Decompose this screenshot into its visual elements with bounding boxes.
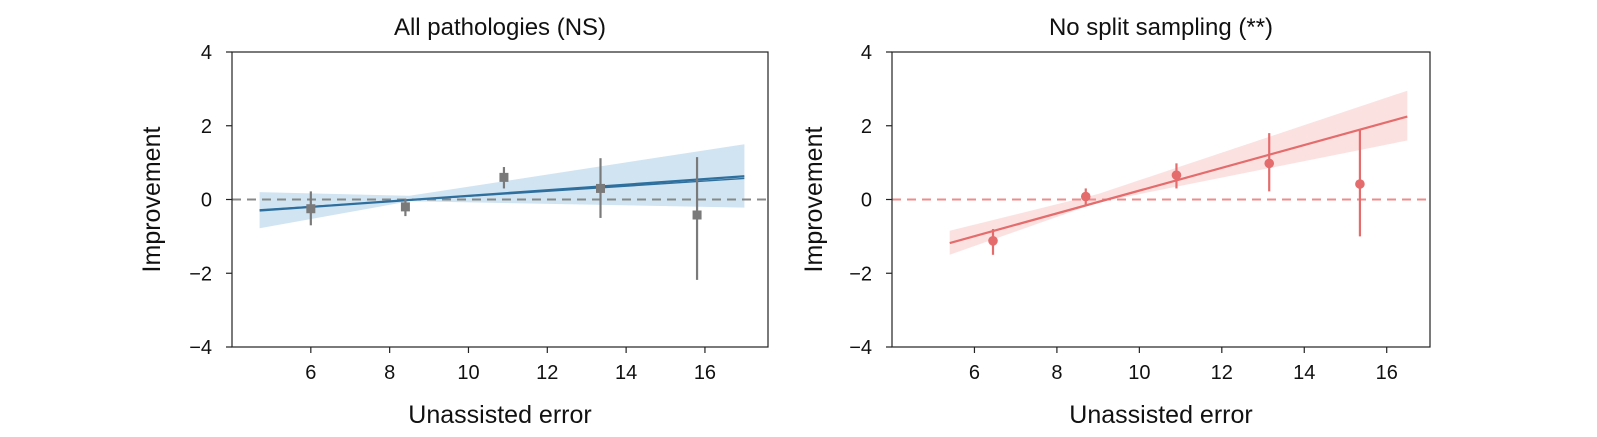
y-axis-label: Improvement xyxy=(800,127,828,273)
y-tick-label: 2 xyxy=(201,116,212,138)
data-point xyxy=(306,204,316,214)
chart-title: No split sampling (**) xyxy=(1049,14,1273,41)
chart-title: All pathologies (NS) xyxy=(394,14,606,41)
y-tick-label: −2 xyxy=(189,263,212,285)
data-point xyxy=(499,172,509,182)
data-point xyxy=(400,202,410,212)
x-tick-label: 8 xyxy=(384,362,395,384)
data-point xyxy=(596,183,605,193)
x-tick-label: 14 xyxy=(615,362,637,384)
data-point xyxy=(692,210,702,220)
y-tick-label: 2 xyxy=(861,116,872,138)
x-tick-label: 14 xyxy=(1293,362,1315,384)
x-tick-label: 16 xyxy=(1376,362,1398,384)
x-tick-label: 8 xyxy=(1051,362,1062,384)
confidence-band xyxy=(259,144,745,229)
x-tick-label: 12 xyxy=(1211,362,1233,384)
x-tick-label: 16 xyxy=(694,362,716,384)
regression-line xyxy=(949,115,1408,245)
y-tick-label: 4 xyxy=(201,42,212,64)
panel-no-split-sampling: 6 8 10 12 14 16 −4 −2 0 2 4 No split sampling (**) U… xyxy=(800,14,1431,429)
data-point xyxy=(1080,191,1091,202)
x-tick-label: 6 xyxy=(969,362,980,384)
x-tick-label: 12 xyxy=(536,362,558,384)
data-point xyxy=(1355,179,1365,189)
y-tick-label: −4 xyxy=(189,337,212,359)
y-tick-label: −4 xyxy=(849,337,872,359)
x-tick-label: 6 xyxy=(305,362,316,384)
data-point xyxy=(1264,158,1275,169)
panel-all-pathologies: 6 8 10 12 14 16 −4 −2 0 2 4 All pathologies (NS) Una… xyxy=(138,14,769,429)
y-tick-label: 0 xyxy=(861,190,872,212)
y-tick-label: −2 xyxy=(849,263,872,285)
regression-line xyxy=(259,177,745,211)
data-point xyxy=(988,236,998,246)
y-tick-label: 4 xyxy=(861,42,872,64)
x-tick-label: 10 xyxy=(457,362,479,384)
y-tick-label: 0 xyxy=(201,190,212,212)
y-axis-label: Improvement xyxy=(138,127,166,273)
x-axis-label: Unassisted error xyxy=(1069,401,1252,429)
x-axis-label: Unassisted error xyxy=(408,401,591,429)
data-point xyxy=(1171,170,1182,180)
x-tick-label: 10 xyxy=(1128,362,1150,384)
